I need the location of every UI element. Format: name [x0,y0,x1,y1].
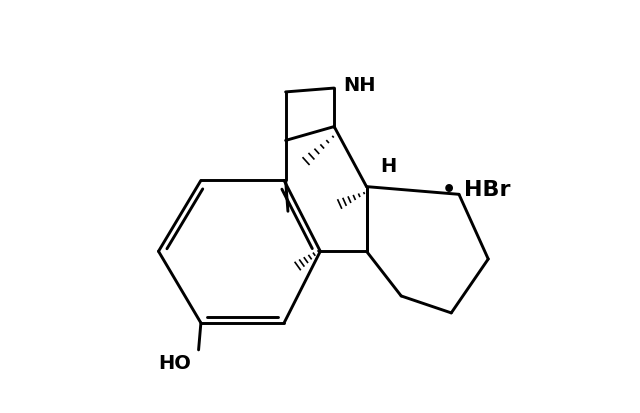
Text: NH: NH [343,76,376,95]
Text: H: H [381,157,397,176]
Text: • HBr: • HBr [442,180,511,200]
Text: HO: HO [158,354,191,373]
